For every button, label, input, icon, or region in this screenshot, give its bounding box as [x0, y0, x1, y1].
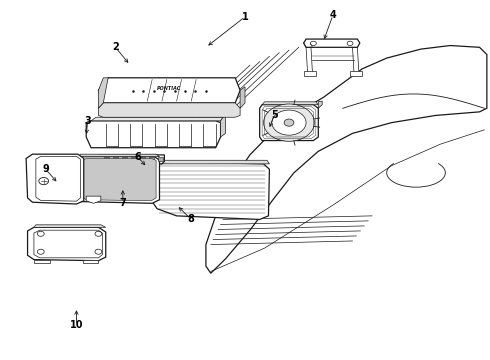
Polygon shape — [206, 45, 487, 273]
Text: 10: 10 — [70, 320, 83, 330]
Polygon shape — [73, 157, 159, 203]
Polygon shape — [262, 102, 318, 105]
Bar — [113, 157, 118, 161]
Bar — [149, 157, 154, 161]
Polygon shape — [34, 260, 49, 263]
Polygon shape — [304, 71, 316, 76]
Polygon shape — [350, 71, 362, 76]
Text: 8: 8 — [188, 215, 195, 224]
Polygon shape — [98, 103, 240, 117]
Polygon shape — [34, 225, 106, 227]
Bar — [104, 157, 109, 161]
Polygon shape — [98, 78, 240, 103]
Circle shape — [39, 177, 49, 185]
Polygon shape — [220, 116, 225, 137]
Polygon shape — [352, 47, 359, 72]
Polygon shape — [81, 158, 156, 201]
Polygon shape — [83, 260, 98, 263]
Text: 1: 1 — [242, 12, 248, 22]
Text: 6: 6 — [134, 152, 141, 162]
Text: 2: 2 — [112, 42, 119, 52]
Text: 4: 4 — [330, 10, 336, 20]
Polygon shape — [240, 87, 245, 108]
Circle shape — [284, 119, 294, 126]
Bar — [131, 157, 136, 161]
Polygon shape — [260, 105, 318, 140]
Circle shape — [264, 104, 315, 141]
Polygon shape — [304, 39, 360, 47]
Polygon shape — [98, 78, 108, 108]
Polygon shape — [91, 117, 223, 121]
Polygon shape — [27, 227, 106, 261]
Circle shape — [272, 110, 306, 135]
Polygon shape — [79, 154, 159, 157]
Polygon shape — [98, 155, 164, 164]
Bar — [158, 157, 163, 161]
Polygon shape — [306, 47, 313, 72]
Bar — [140, 157, 145, 161]
Bar — [122, 157, 127, 161]
Polygon shape — [157, 160, 270, 164]
Text: 3: 3 — [84, 116, 91, 126]
Text: 5: 5 — [271, 111, 278, 121]
Polygon shape — [318, 101, 322, 108]
Polygon shape — [26, 154, 84, 204]
Text: 9: 9 — [42, 164, 49, 174]
Text: PONTIAC: PONTIAC — [157, 86, 181, 91]
Polygon shape — [86, 196, 101, 203]
Text: 7: 7 — [120, 198, 126, 208]
Polygon shape — [152, 162, 270, 220]
Polygon shape — [86, 121, 220, 148]
